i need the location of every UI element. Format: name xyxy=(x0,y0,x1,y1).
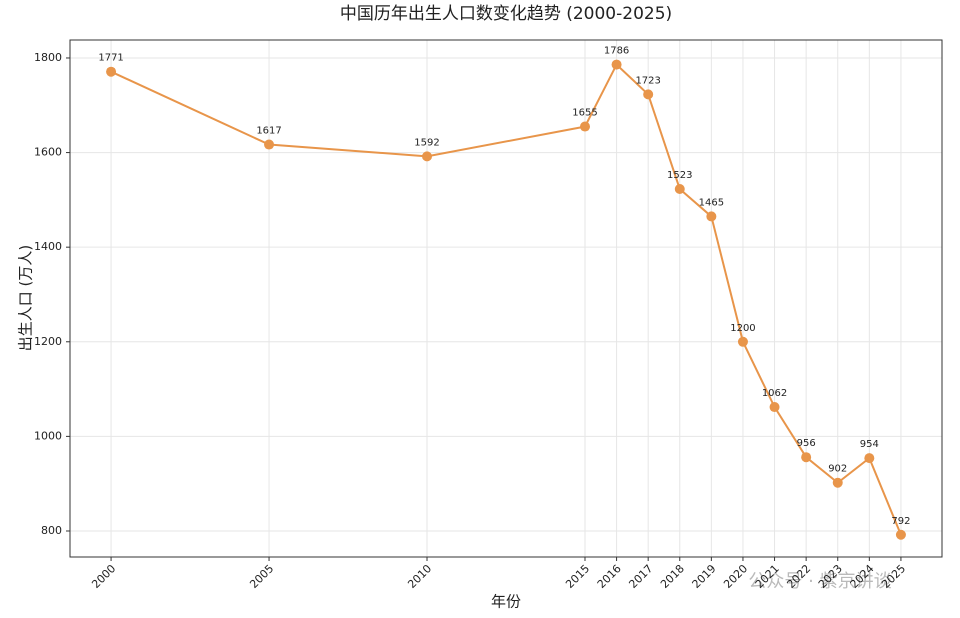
data-label: 1617 xyxy=(256,126,281,137)
data-label: 1771 xyxy=(98,53,123,64)
y-tick-label: 1400 xyxy=(34,240,62,253)
point xyxy=(264,139,275,150)
x-tick-label: 2000 xyxy=(89,562,118,591)
data-label: 1655 xyxy=(572,108,597,119)
y-tick-label: 1000 xyxy=(34,429,62,442)
point xyxy=(864,453,875,464)
y-axis-label: 出生人口 (万人) xyxy=(17,245,35,351)
y-tick-label: 800 xyxy=(41,524,62,537)
x-tick-label: 2020 xyxy=(721,562,750,591)
x-tick-label: 2005 xyxy=(247,562,276,591)
data-label: 954 xyxy=(860,439,879,450)
point xyxy=(674,183,685,194)
point xyxy=(643,89,654,100)
watermark: 公众号 · 紫京讲谈 xyxy=(748,571,891,592)
data-label: 1465 xyxy=(699,197,724,208)
data-label: 956 xyxy=(797,438,816,449)
data-label: 1786 xyxy=(604,46,629,57)
data-label: 1062 xyxy=(762,388,787,399)
x-tick-label: 2019 xyxy=(690,562,719,591)
point xyxy=(801,452,812,463)
plot-frame xyxy=(69,39,943,558)
point xyxy=(706,211,717,222)
x-tick-label: 2010 xyxy=(405,562,434,591)
data-label: 1723 xyxy=(635,75,660,86)
data-label: 902 xyxy=(828,464,847,475)
chart-title: 中国历年出生人口数变化趋势 (2000-2025) xyxy=(340,4,672,24)
x-tick-label: 2017 xyxy=(626,562,655,591)
point xyxy=(579,121,590,132)
point xyxy=(611,59,622,70)
x-tick-label: 2018 xyxy=(658,562,687,591)
point xyxy=(106,66,117,77)
y-tick-label: 1200 xyxy=(34,335,62,348)
point xyxy=(422,151,433,162)
x-tick-label: 2015 xyxy=(563,562,592,591)
y-tick-label: 1800 xyxy=(34,51,62,64)
x-tick-label: 2016 xyxy=(595,562,624,591)
line xyxy=(110,62,902,536)
data-label: 1592 xyxy=(414,137,439,148)
point xyxy=(737,336,748,347)
point xyxy=(895,529,906,540)
x-tick-label: 2025 xyxy=(879,562,908,591)
data-label: 792 xyxy=(891,516,910,527)
point xyxy=(832,477,843,488)
y-tick-label: 1600 xyxy=(34,146,62,159)
data-label: 1523 xyxy=(667,170,692,181)
point xyxy=(769,402,780,413)
data-label: 1200 xyxy=(730,323,755,334)
x-axis-label: 年份 xyxy=(491,593,521,611)
